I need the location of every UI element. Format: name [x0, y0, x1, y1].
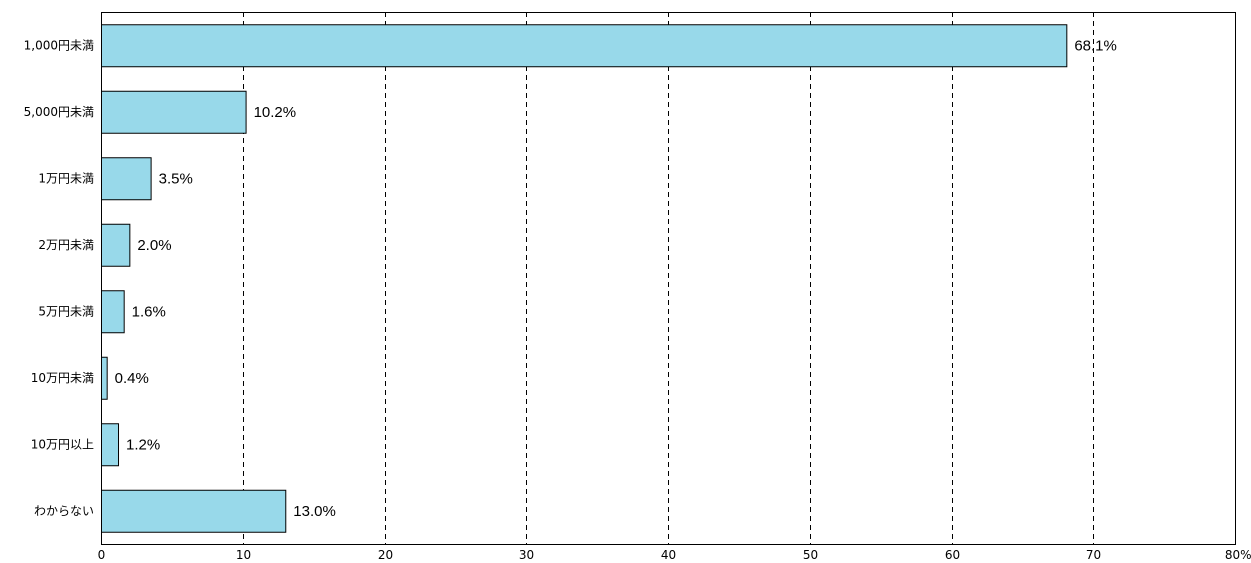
- bar: [101, 423, 120, 467]
- x-axis-ticks: 0 10 20 30 40 50 60 70 80%: [98, 548, 1251, 562]
- x-tick-label: 10: [236, 548, 251, 562]
- plot-frame: [101, 12, 1236, 545]
- bars: [101, 24, 1068, 533]
- x-tick-label: 50: [803, 548, 818, 562]
- data-label: 0.4%: [115, 370, 149, 387]
- category-label: 10万円未満: [31, 371, 94, 385]
- category-label: わからない: [34, 504, 94, 518]
- category-label: 10万円以上: [31, 437, 94, 451]
- x-tick-label: 30: [519, 548, 534, 562]
- x-tick-label: 40: [661, 548, 676, 562]
- x-tick-label: 60: [945, 548, 960, 562]
- bar: [101, 157, 152, 201]
- data-label: 1.2%: [126, 436, 160, 453]
- category-label: 5,000円未満: [24, 105, 94, 119]
- category-label: 5万円未満: [38, 304, 94, 318]
- x-tick-label: 20: [378, 548, 393, 562]
- data-label: 10.2%: [254, 104, 297, 121]
- x-tick-label: 70: [1086, 548, 1101, 562]
- data-label: 13.0%: [293, 503, 336, 520]
- bar: [101, 90, 247, 134]
- category-label: 2万円未満: [38, 238, 94, 252]
- data-label: 3.5%: [159, 170, 193, 187]
- category-labels: 1,000円未満 5,000円未満 1万円未満 2万円未満 5万円未満 10万円未満 10万…: [24, 38, 94, 518]
- data-label: 2.0%: [137, 237, 171, 254]
- data-label: 68.1%: [1074, 37, 1117, 54]
- x-tick-label: 0: [98, 548, 106, 562]
- bar: [101, 24, 1068, 68]
- bar: [101, 290, 125, 334]
- category-label: 1,000円未満: [24, 38, 94, 52]
- x-tick-label: 80%: [1225, 548, 1251, 562]
- data-labels: 68.1% 10.2% 3.5% 2.0% 1.6% 0.4% 1.2% 13.0%: [115, 37, 1117, 520]
- grid-lines: [243, 12, 1094, 544]
- bar: [101, 489, 287, 533]
- data-label: 1.6%: [132, 303, 166, 320]
- bar: [101, 356, 108, 400]
- bar: [101, 223, 131, 267]
- category-label: 1万円未満: [38, 171, 94, 185]
